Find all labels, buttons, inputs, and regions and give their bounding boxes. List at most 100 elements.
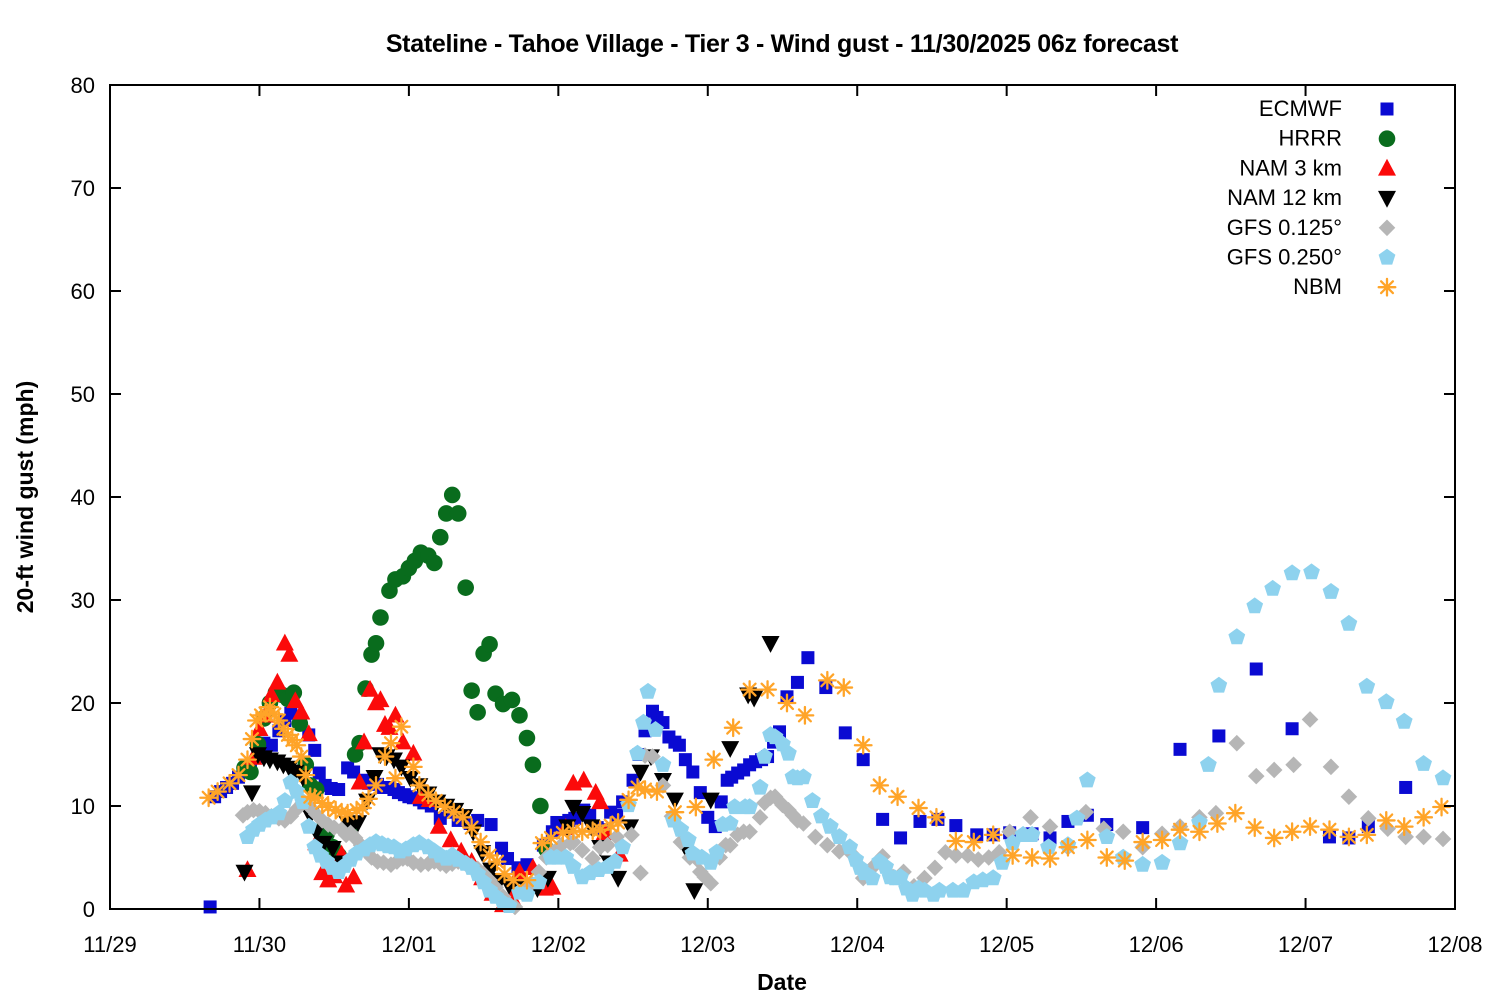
nbm-point (1077, 830, 1097, 850)
nam-3-km-point (350, 772, 369, 790)
nam-3-km-point (355, 732, 374, 750)
nbm-point (983, 825, 1003, 845)
nbm-point (229, 765, 248, 785)
gfs-0-250-point (276, 792, 294, 808)
gfs-0-250-point (680, 831, 697, 848)
gfs-0-125-point (388, 853, 406, 870)
legend: ECMWF HRRR NAM 3 km NAM 12 km GFS 0.125° GFS … (1227, 96, 1397, 299)
hrrr-point (532, 797, 549, 815)
nbm-point (471, 832, 491, 852)
nbm-point (647, 782, 667, 802)
x-tick-label: 12/05 (979, 932, 1034, 957)
nam-3-km-point (393, 732, 412, 750)
legend-label-hrrr: HRRR (1278, 126, 1342, 151)
nam-12-km-point (761, 636, 780, 653)
gfs-0-250-point (1246, 597, 1264, 614)
hrrr-point (463, 682, 480, 699)
nbm-point (208, 782, 228, 802)
nbm-point (1022, 848, 1042, 867)
nam-3-km-point (268, 672, 287, 690)
nam-3-km-point (574, 770, 593, 788)
gfs-0-250-point (1322, 583, 1340, 599)
gfs-0-125-point (807, 828, 824, 846)
nam-12-km-point (721, 741, 740, 758)
nam-3-km-point (275, 633, 294, 651)
nbm-point (1245, 818, 1265, 838)
gfs-0-250-point (564, 858, 582, 874)
nam-12-km-point (564, 799, 583, 817)
gfs-0-250-point (654, 756, 672, 772)
x-tick-label: 12/02 (531, 932, 586, 957)
gfs-0-125-point (990, 844, 1008, 861)
hrrr-point (367, 634, 385, 652)
nbm-point (1339, 827, 1359, 847)
nbm-point (1320, 820, 1339, 840)
gfs-0-250-point (614, 838, 631, 855)
ecmwf-point (672, 738, 686, 752)
y-tick-label: 30 (71, 588, 95, 613)
legend-marker-ecmwf (1380, 102, 1394, 116)
ecmwf-point (203, 900, 217, 914)
ecmwf-point (264, 738, 278, 752)
nam-12-km-point (573, 806, 592, 823)
nbm-point (517, 870, 537, 890)
nam-12-km-point (242, 785, 261, 803)
y-axis-label: 20-ft wind gust (mph) (12, 381, 38, 614)
nam-12-km-point (685, 883, 704, 901)
gfs-0-250-point (1228, 628, 1246, 645)
hrrr-point (242, 763, 259, 781)
ecmwf-point (790, 675, 804, 689)
nbm-point (1097, 848, 1117, 867)
nam-12-km-point (314, 835, 333, 853)
gfs-0-250-point (822, 817, 839, 834)
gfs-0-250-point (518, 885, 536, 902)
ecmwf-point (1249, 662, 1263, 676)
gfs-0-250-point (672, 820, 690, 837)
x-tick-label: 12/04 (830, 932, 885, 957)
gfs-0-125-point (1265, 761, 1283, 779)
nbm-point (1040, 849, 1060, 868)
gfs-0-250-point (1023, 826, 1041, 842)
gfs-0-125-point (599, 836, 616, 854)
ecmwf-point (626, 773, 640, 787)
plot-points (199, 486, 1452, 916)
nam-3-km-point (292, 702, 311, 720)
nbm-point (870, 775, 890, 795)
ecmwf-point (913, 814, 927, 828)
nbm-point (635, 780, 655, 799)
gfs-0-125-point (1228, 734, 1246, 752)
gfs-0-250-point (708, 843, 726, 860)
gfs-0-250-point (741, 798, 758, 815)
nbm-point (817, 670, 837, 690)
gfs-0-125-point (288, 800, 306, 818)
ecmwf-point (1212, 729, 1226, 743)
gfs-0-125-point (325, 819, 343, 836)
nam-3-km-point (591, 792, 610, 810)
y-tick-label: 0 (83, 897, 95, 922)
ecmwf-point (312, 766, 326, 780)
ecmwf-point (495, 841, 509, 855)
gfs-0-250-point (1200, 756, 1217, 772)
nbm-point (1300, 817, 1320, 837)
gfs-0-125-point (1247, 767, 1265, 785)
nbm-point (359, 789, 378, 809)
legend-marker-gfs-0-125 (1378, 219, 1396, 237)
gfs-0-250-point (804, 792, 821, 808)
ecmwf-point (484, 818, 498, 832)
y-tick-label: 10 (71, 794, 95, 819)
nbm-point (1376, 810, 1396, 830)
gfs-0-250-point (1134, 855, 1151, 872)
ecmwf-point (678, 753, 692, 767)
gfs-0-125-point (721, 836, 739, 854)
nbm-point (1003, 845, 1023, 865)
nbm-point (381, 733, 401, 753)
ecmwf-point (876, 812, 890, 826)
legend-marker-hrrr (1378, 130, 1396, 147)
nbm-point (238, 750, 257, 770)
nbm-point (291, 747, 311, 767)
nbm-point (740, 680, 760, 700)
hrrr-point (457, 579, 474, 596)
legend-marker-nbm (1377, 277, 1397, 297)
nbm-point (391, 717, 411, 737)
